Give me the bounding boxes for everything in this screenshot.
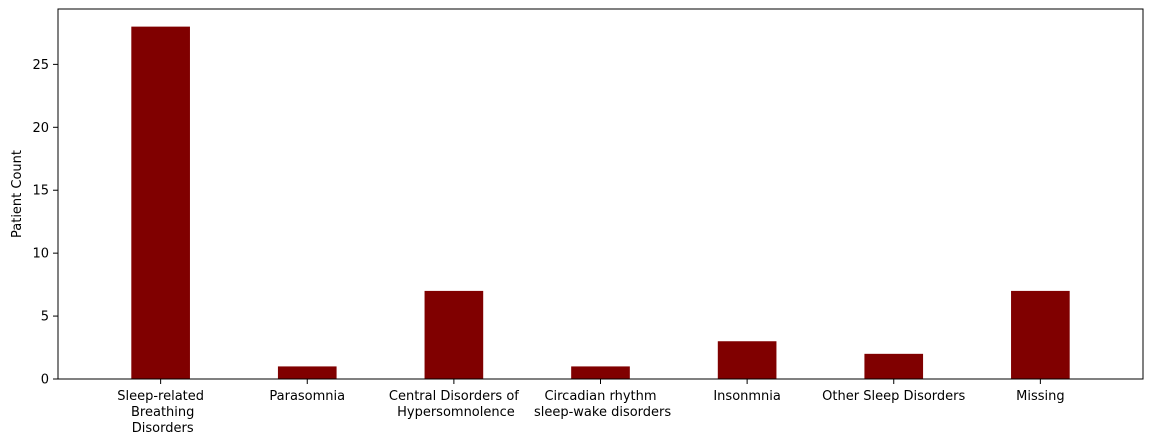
- plot-frame: [57, 8, 1144, 380]
- y-tick-label: 20: [32, 121, 49, 136]
- y-tick-label: 15: [32, 184, 49, 199]
- bar-4: [717, 341, 777, 379]
- x-axis: Sleep-related Breathing Disorders Parasom…: [117, 379, 1065, 436]
- x-tick-label: Circadian rhythm sleep-wake disorders: [530, 389, 672, 420]
- x-tick-label: Missing: [1016, 389, 1064, 404]
- y-axis-label: Patient Count: [10, 150, 25, 238]
- x-tick-label: Insonmnia: [713, 389, 781, 404]
- x-tick-label: Other Sleep Disorders: [822, 389, 965, 404]
- bars-group: [131, 26, 1070, 379]
- x-tick-label: Parasomnia: [269, 389, 345, 404]
- bar-3: [571, 366, 630, 379]
- x-tick-label: Central Disorders of Hypersomnolence: [389, 389, 519, 420]
- bar-6: [1011, 290, 1070, 379]
- y-tick-label: 25: [32, 58, 49, 73]
- y-axis: 0 5 10 15 20 25: [32, 58, 58, 388]
- y-tick-label: 10: [32, 247, 49, 262]
- x-tick-label: Sleep-related Breathing Disorders: [117, 389, 204, 436]
- bar-1: [277, 366, 337, 379]
- y-tick-label: 5: [41, 310, 49, 325]
- bar-0: [131, 26, 190, 379]
- y-tick-label: 0: [41, 373, 49, 388]
- bar-5: [864, 353, 924, 379]
- bar-2: [424, 290, 484, 379]
